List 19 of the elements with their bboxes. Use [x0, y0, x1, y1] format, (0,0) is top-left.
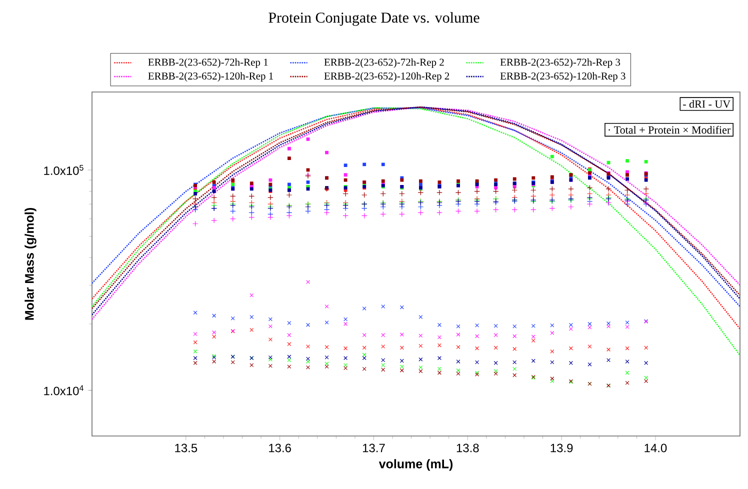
legend-label: ERBB-2(23-652)-120h-Rep 1 [148, 72, 273, 82]
y-axis-title: Molar Mass (g/mol) [24, 208, 36, 320]
x-axis-title: volume (mL) [378, 459, 453, 471]
y-tick-label: 1.0x10$^{5}$ [44, 164, 84, 175]
legend-label: ERBB-2(23-652)-72h-Rep 2 [324, 58, 444, 68]
x-tick-label: 14.0 [644, 444, 667, 452]
legend-label: ERBB-2(23-652)-120h-Rep 2 [324, 72, 450, 82]
legend-label: ERBB-2(23-652)-120h-Rep 3 [500, 72, 626, 82]
x-tick-label: 13.8 [456, 444, 479, 452]
chart-title: Protein Conjugate Date vs. volume [268, 12, 480, 26]
x-tick-label: 13.9 [550, 444, 573, 452]
x-tick-label: 13.6 [269, 444, 291, 452]
x-tick-label: 13.7 [362, 444, 385, 452]
y-tick-label: 1.0x10$^{4}$ [44, 385, 84, 396]
annotation: - dRI - UV [683, 100, 730, 108]
legend-label: ERBB-2(23-652)-72h-Rep 1 [148, 58, 268, 68]
legend-label: ERBB-2(23-652)-72h-Rep 3 [500, 58, 620, 68]
x-tick-label: 13.5 [175, 444, 198, 452]
annotation: · Total + Protein × Modifier [608, 126, 731, 134]
